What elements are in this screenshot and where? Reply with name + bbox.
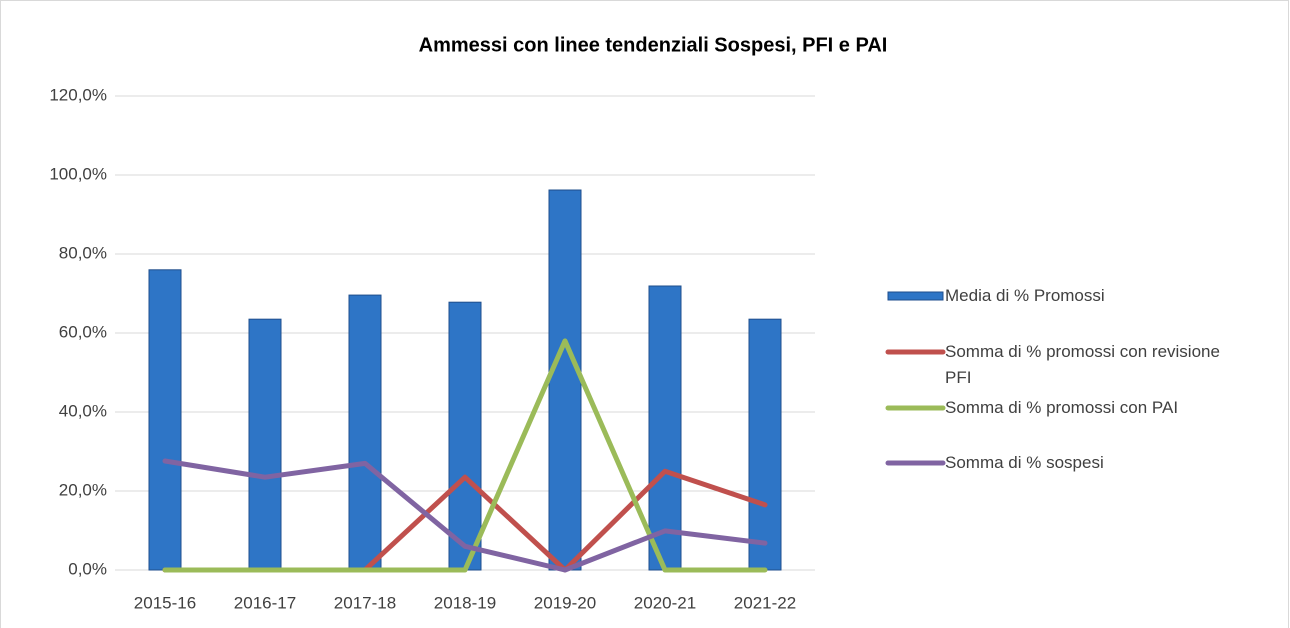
y-tick-label: 100,0%	[49, 164, 107, 183]
y-tick-label: 60,0%	[59, 322, 107, 341]
legend-label: Somma di % sospesi	[945, 453, 1104, 472]
x-tick-label: 2017-18	[334, 593, 396, 612]
bar	[348, 294, 382, 571]
bar	[648, 285, 682, 571]
line	[162, 338, 768, 573]
x-tick-label: 2019-20	[534, 593, 596, 612]
legend-label: Somma di % promossi con PAI	[945, 398, 1179, 417]
bar	[148, 269, 182, 571]
legend-swatch	[887, 291, 944, 301]
y-tick-label: 80,0%	[59, 243, 107, 262]
y-tick-label: 40,0%	[59, 401, 107, 420]
line	[162, 458, 768, 573]
x-tick-label: 2020-21	[634, 593, 696, 612]
y-tick-label: 20,0%	[59, 480, 107, 499]
legend-label: Media di % Promossi	[945, 286, 1105, 305]
bar	[748, 318, 782, 571]
bar	[448, 301, 482, 571]
bar	[548, 189, 582, 571]
x-tick-label: 2015-16	[134, 593, 196, 612]
x-tick-label: 2021-22	[734, 593, 796, 612]
legend-label: Somma di % promossi con revisione PFI	[945, 342, 1220, 387]
y-tick-label: 0,0%	[68, 559, 107, 578]
y-tick-label: 120,0%	[49, 85, 107, 104]
x-tick-label: 2018-19	[434, 593, 496, 612]
bar	[248, 318, 282, 571]
chart-title: Ammessi con linee tendenziali Sospesi, P…	[419, 34, 888, 56]
x-tick-label: 2016-17	[234, 593, 296, 612]
